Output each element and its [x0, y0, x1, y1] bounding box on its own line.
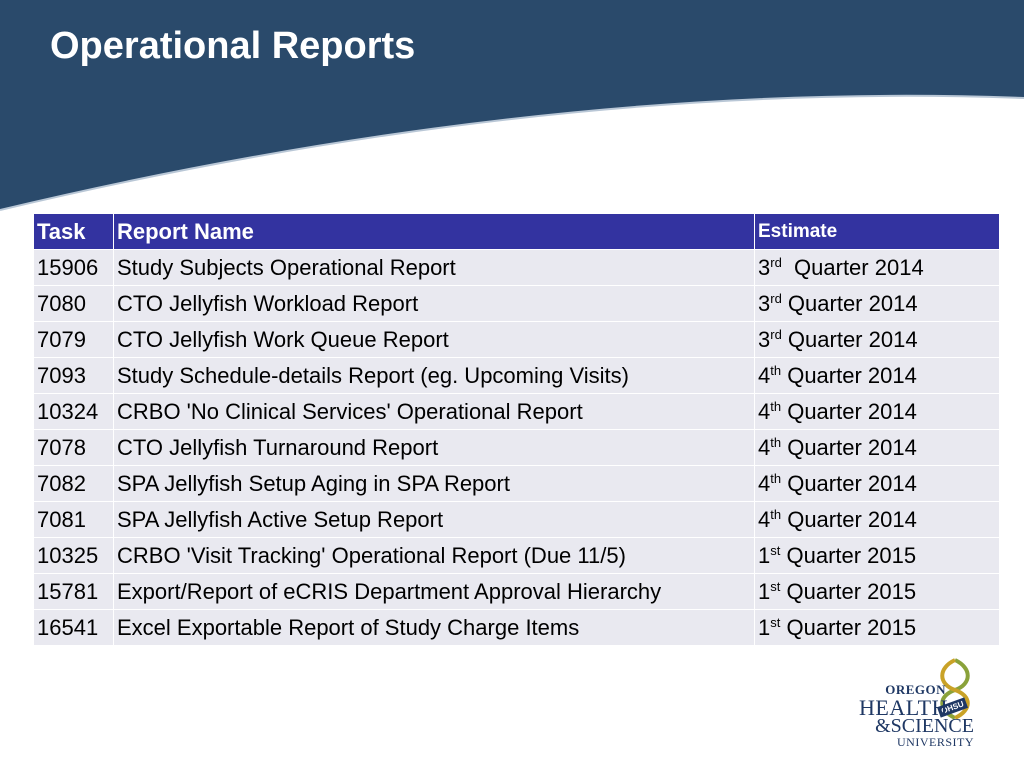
estimate-ordinal: rd — [770, 326, 782, 342]
task-id: 7093 — [33, 357, 114, 394]
table-row: 15781 Export/Report of eCRIS Department … — [33, 573, 1000, 610]
logo-line-science: &SCIENCE — [875, 715, 974, 737]
estimate-quarter: Quarter 2014 — [781, 398, 917, 424]
estimate-number: 4 — [758, 398, 771, 424]
estimate-ordinal: th — [770, 362, 782, 378]
report-name: Export/Report of eCRIS Department Approv… — [113, 573, 755, 610]
column-header-report-name: Report Name — [113, 213, 755, 250]
ohsu-logo: OHSU OREGON HEALTH &SCIENCE UNIVERSITY — [846, 658, 978, 750]
estimate-number: 3 — [758, 290, 771, 316]
estimate-quarter: Quarter 2014 — [781, 434, 917, 460]
estimate-quarter: Quarter 2014 — [781, 506, 917, 532]
table-row: 7080 CTO Jellyfish Workload Report 3rd Q… — [33, 285, 1000, 322]
estimate: 4th Quarter 2014 — [754, 429, 1000, 466]
estimate-quarter: Quarter 2014 — [781, 470, 917, 496]
table-row: 15906 Study Subjects Operational Report … — [33, 249, 1000, 286]
table-row: 10324 CRBO 'No Clinical Services' Operat… — [33, 393, 1000, 430]
task-id: 15781 — [33, 573, 114, 610]
estimate-quarter: Quarter 2015 — [780, 614, 917, 640]
logo-line-oregon: OREGON — [885, 682, 946, 697]
table-row: 7081 SPA Jellyfish Active Setup Report 4… — [33, 501, 1000, 538]
estimate-quarter: Quarter 2014 — [781, 326, 918, 352]
logo-line-university: UNIVERSITY — [897, 735, 974, 749]
table-row: 7079 CTO Jellyfish Work Queue Report 3rd… — [33, 321, 1000, 358]
estimate: 4th Quarter 2014 — [754, 501, 1000, 538]
reports-table: Task Report Name Estimate 15906 Study Su… — [33, 213, 1000, 646]
estimate-ordinal: rd — [770, 254, 782, 270]
report-name: CTO Jellyfish Work Queue Report — [113, 321, 755, 358]
estimate: 4th Quarter 2014 — [754, 465, 1000, 502]
slide-title: Operational Reports — [50, 25, 416, 67]
estimate-ordinal: th — [770, 434, 782, 450]
estimate-ordinal: st — [770, 542, 781, 558]
estimate-number: 3 — [758, 326, 771, 352]
task-id: 16541 — [33, 609, 114, 646]
logo-line-health: HEALTH — [859, 695, 948, 720]
estimate-number: 1 — [758, 614, 771, 640]
table-header-row: Task Report Name Estimate — [33, 213, 1000, 250]
estimate-ordinal: th — [770, 470, 782, 486]
estimate: 4th Quarter 2014 — [754, 357, 1000, 394]
column-header-estimate: Estimate — [754, 213, 1000, 250]
task-id: 7082 — [33, 465, 114, 502]
task-id: 10325 — [33, 537, 114, 574]
task-id: 10324 — [33, 393, 114, 430]
report-name: SPA Jellyfish Setup Aging in SPA Report — [113, 465, 755, 502]
task-id: 7081 — [33, 501, 114, 538]
estimate-ordinal: st — [770, 578, 781, 594]
report-name: Study Schedule-details Report (eg. Upcom… — [113, 357, 755, 394]
estimate-quarter: Quarter 2014 — [781, 362, 917, 388]
estimate-ordinal: th — [770, 506, 782, 522]
estimate-number: 4 — [758, 434, 771, 460]
estimate-ordinal: th — [770, 398, 782, 414]
table-row: 7082 SPA Jellyfish Setup Aging in SPA Re… — [33, 465, 1000, 502]
estimate-quarter: Quarter 2014 — [781, 254, 924, 280]
estimate-number: 1 — [758, 542, 771, 568]
estimate: 1st Quarter 2015 — [754, 537, 1000, 574]
estimate-number: 1 — [758, 578, 771, 604]
estimate: 3rd Quarter 2014 — [754, 321, 1000, 358]
table-row: 10325 CRBO 'Visit Tracking' Operational … — [33, 537, 1000, 574]
estimate: 1st Quarter 2015 — [754, 573, 1000, 610]
table-row: 7078 CTO Jellyfish Turnaround Report 4th… — [33, 429, 1000, 466]
report-name: SPA Jellyfish Active Setup Report — [113, 501, 755, 538]
column-header-task: Task — [33, 213, 114, 250]
estimate-number: 4 — [758, 470, 771, 496]
estimate: 1st Quarter 2015 — [754, 609, 1000, 646]
task-id: 15906 — [33, 249, 114, 286]
table-row: 16541 Excel Exportable Report of Study C… — [33, 609, 1000, 646]
task-id: 7078 — [33, 429, 114, 466]
estimate-number: 4 — [758, 506, 771, 532]
estimate-ordinal: st — [770, 614, 781, 630]
report-name: CTO Jellyfish Turnaround Report — [113, 429, 755, 466]
estimate-quarter: Quarter 2015 — [780, 578, 917, 604]
table-row: 7093 Study Schedule-details Report (eg. … — [33, 357, 1000, 394]
task-id: 7079 — [33, 321, 114, 358]
estimate: 3rd Quarter 2014 — [754, 285, 1000, 322]
task-id: 7080 — [33, 285, 114, 322]
estimate: 3rd Quarter 2014 — [754, 249, 1000, 286]
header-banner — [0, 0, 1024, 211]
report-name: CRBO 'No Clinical Services' Operational … — [113, 393, 755, 430]
estimate-ordinal: rd — [770, 290, 782, 306]
estimate-quarter: Quarter 2014 — [781, 290, 918, 316]
report-name: Study Subjects Operational Report — [113, 249, 755, 286]
estimate: 4th Quarter 2014 — [754, 393, 1000, 430]
estimate-number: 4 — [758, 362, 771, 388]
report-name: CRBO 'Visit Tracking' Operational Report… — [113, 537, 755, 574]
report-name: CTO Jellyfish Workload Report — [113, 285, 755, 322]
estimate-number: 3 — [758, 254, 771, 280]
estimate-quarter: Quarter 2015 — [780, 542, 917, 568]
report-name: Excel Exportable Report of Study Charge … — [113, 609, 755, 646]
